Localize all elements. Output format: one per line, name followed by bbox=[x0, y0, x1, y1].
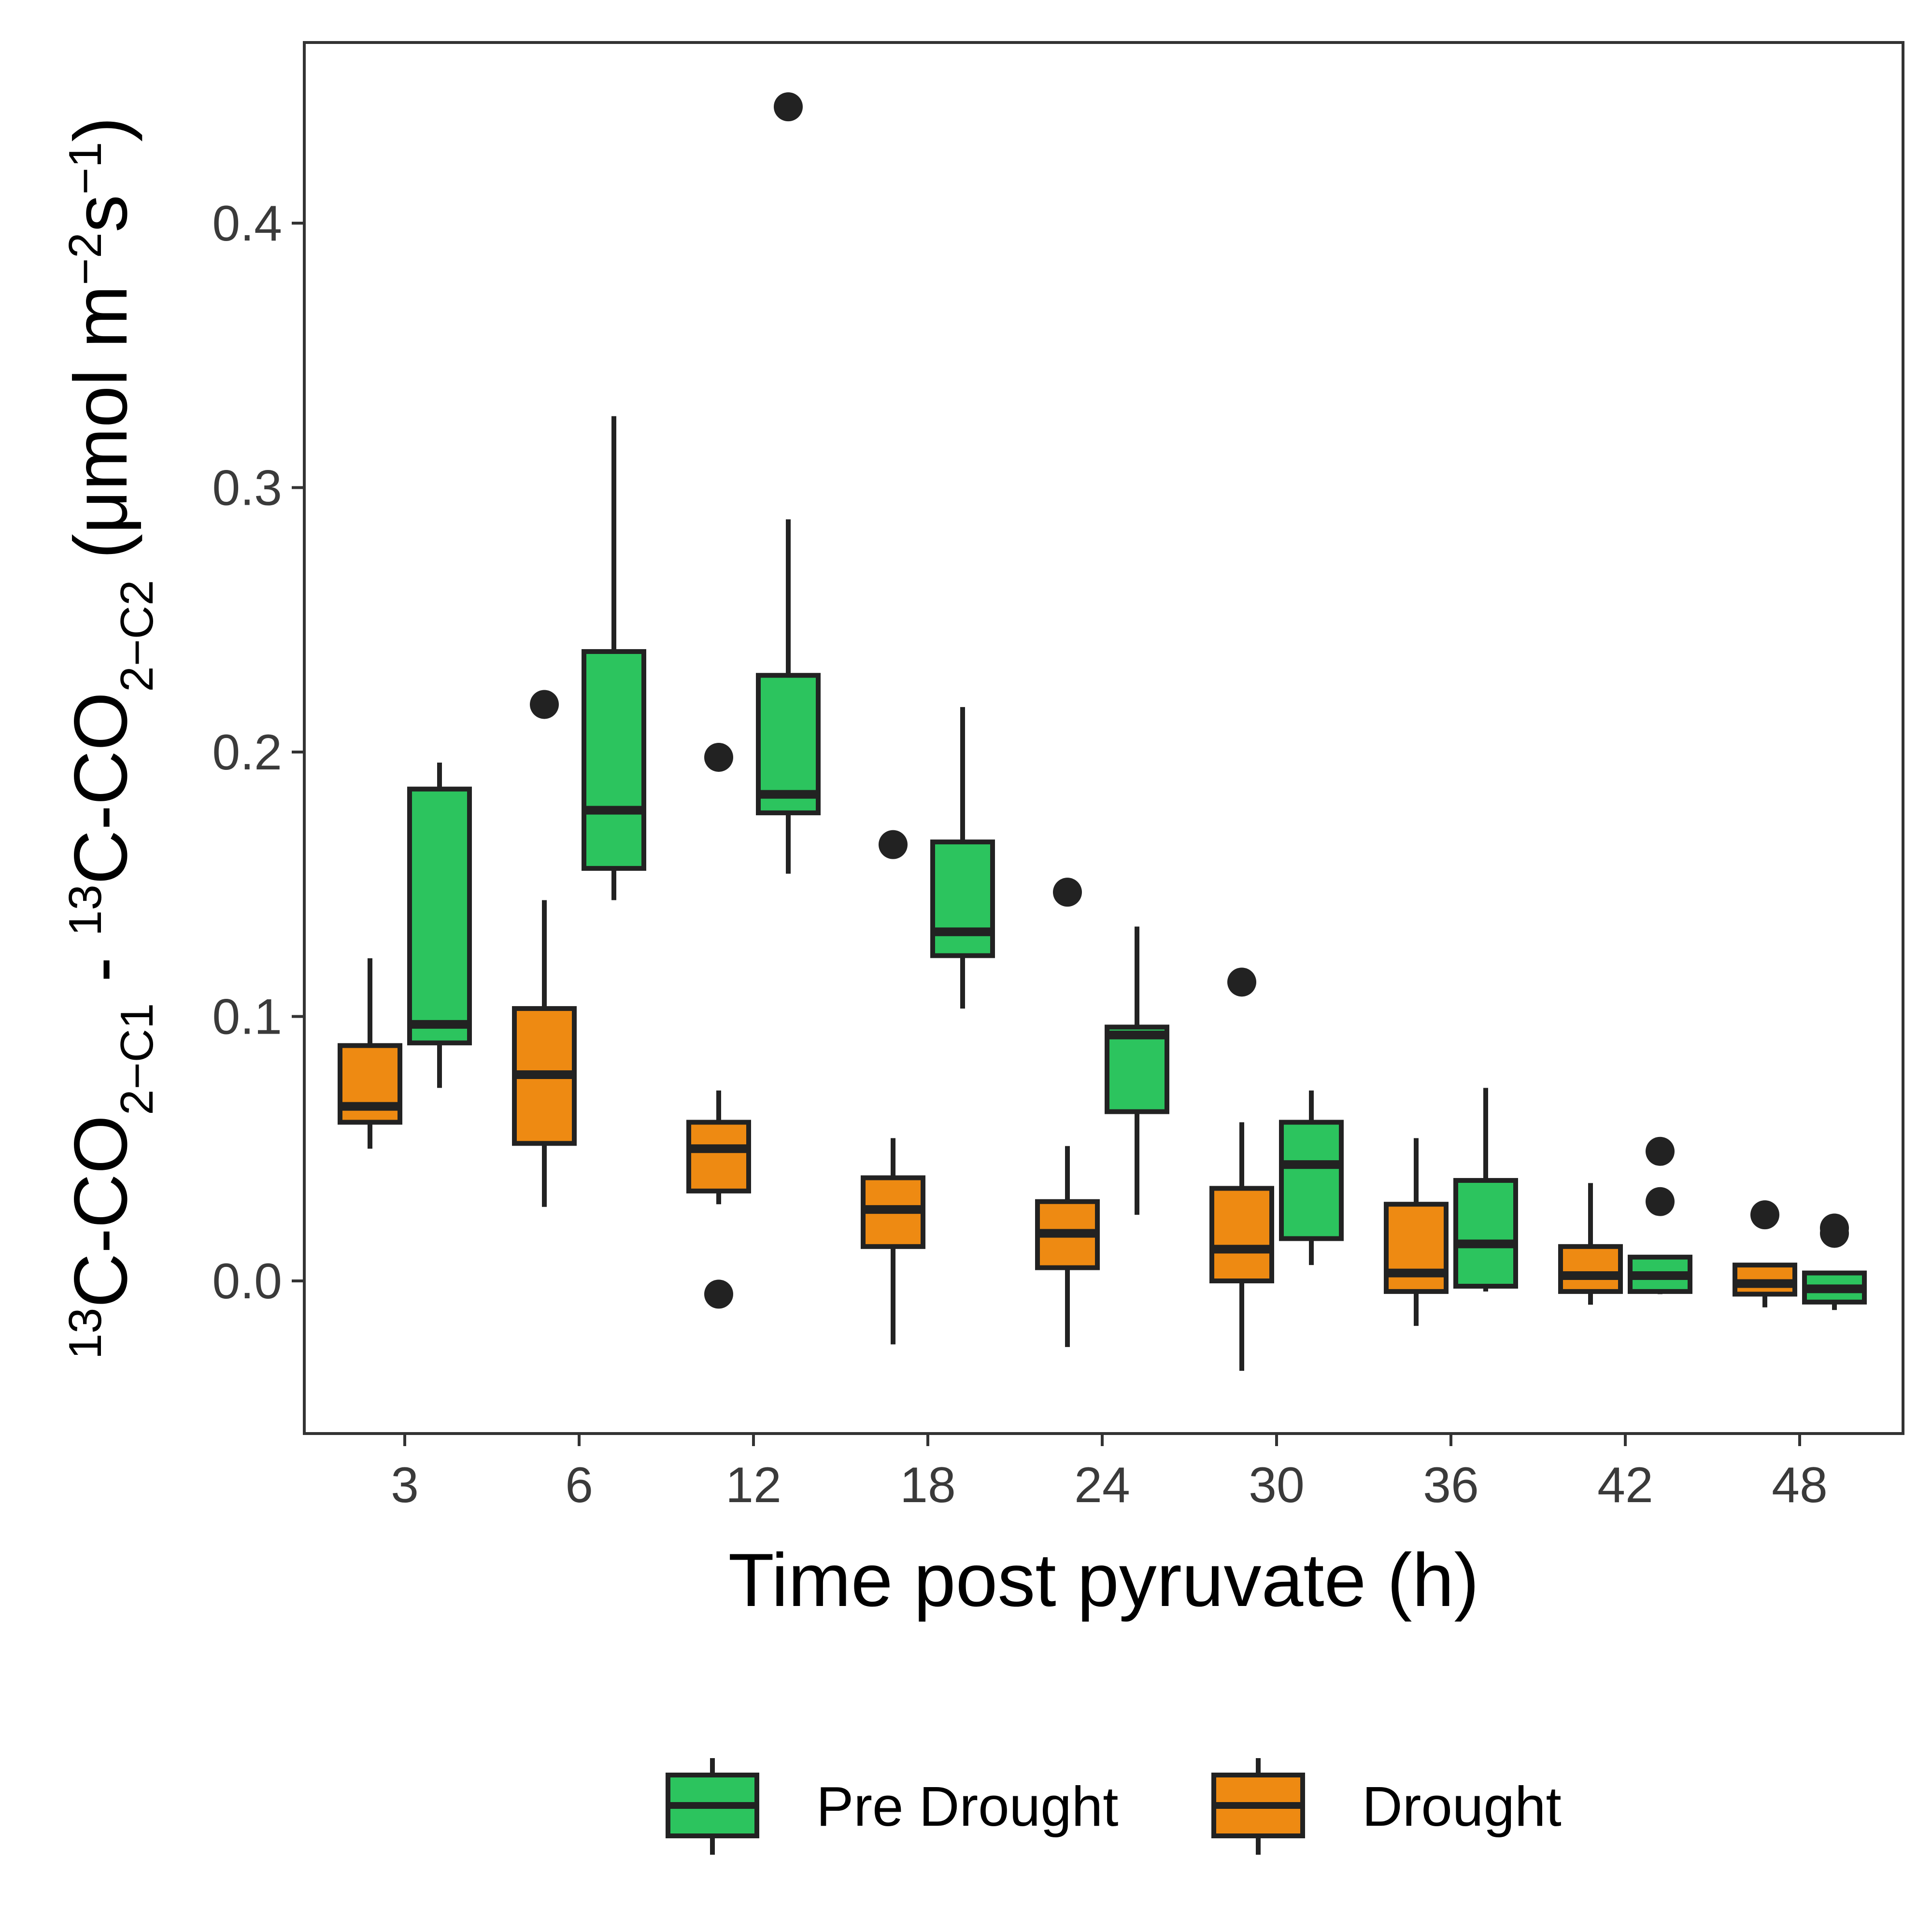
box-pre-drought bbox=[582, 416, 646, 900]
box-iqr bbox=[1453, 1178, 1518, 1289]
x-tick-label: 30 bbox=[1249, 1457, 1305, 1513]
x-axis-title: Time post pyruvate (h) bbox=[728, 1538, 1479, 1622]
y-label-minus: - bbox=[59, 936, 143, 1003]
box-iqr bbox=[338, 1043, 402, 1125]
box-iqr bbox=[686, 1120, 751, 1193]
box-iqr bbox=[1105, 1024, 1169, 1114]
outlier-point bbox=[1646, 1136, 1675, 1166]
box-iqr bbox=[930, 839, 995, 958]
box-iqr bbox=[756, 673, 821, 815]
box-pre-drought bbox=[756, 92, 821, 874]
box-drought bbox=[338, 958, 402, 1149]
box-drought bbox=[1558, 1183, 1623, 1305]
outlier-point bbox=[1053, 878, 1082, 907]
x-tick-label: 24 bbox=[1074, 1457, 1130, 1513]
legend: Pre Drought Drought bbox=[666, 1758, 1562, 1855]
y-label-base-1: C-CO bbox=[59, 1115, 143, 1308]
box-pre-drought bbox=[1802, 1213, 1867, 1310]
outlier-point bbox=[1820, 1219, 1849, 1248]
box-iqr bbox=[582, 649, 646, 871]
box-iqr bbox=[407, 786, 472, 1046]
y-label-unit-open: (μmol m bbox=[59, 285, 143, 580]
x-tick-label: 6 bbox=[565, 1457, 593, 1513]
box-drought bbox=[1035, 878, 1100, 1347]
outlier-point bbox=[704, 1279, 733, 1309]
x-tick-label: 3 bbox=[391, 1457, 419, 1513]
box-pre-drought bbox=[407, 762, 472, 1088]
outlier-point bbox=[774, 92, 803, 122]
y-label-unit-sup-1: −2 bbox=[59, 232, 111, 285]
box-pre-drought bbox=[1628, 1136, 1692, 1294]
box-drought bbox=[686, 742, 751, 1309]
y-label-sub-2: 2−C2 bbox=[111, 580, 163, 692]
plot-panel bbox=[303, 41, 1904, 1435]
x-tick-label: 12 bbox=[725, 1457, 781, 1513]
svg-text:13C-CO2−C1 - 13C-CO2−C2 (μmol: 13C-CO2−C1 - 13C-CO2−C2 (μmol m−2s−1) bbox=[59, 117, 163, 1359]
y-tick-label: 0.3 bbox=[212, 460, 282, 516]
box-drought bbox=[861, 830, 925, 1345]
box-pre-drought bbox=[1453, 1088, 1518, 1292]
box-drought bbox=[1209, 967, 1274, 1371]
box-iqr bbox=[1384, 1202, 1449, 1294]
box-pre-drought bbox=[930, 707, 995, 1009]
box-pre-drought bbox=[1279, 1090, 1344, 1265]
x-tick-label: 42 bbox=[1597, 1457, 1653, 1513]
y-tick-label: 0.0 bbox=[212, 1253, 282, 1309]
box-drought bbox=[1384, 1138, 1449, 1326]
box-pre-drought bbox=[1105, 926, 1169, 1215]
y-label-sub-1: 2−C1 bbox=[111, 1003, 163, 1115]
y-label-unit-close: ) bbox=[59, 117, 143, 142]
y-tick-label: 0.1 bbox=[212, 989, 282, 1045]
y-label-unit-sup-2: −1 bbox=[59, 142, 111, 195]
x-tick-label: 18 bbox=[900, 1457, 956, 1513]
x-tick-label: 36 bbox=[1423, 1457, 1479, 1513]
outlier-point bbox=[1750, 1200, 1779, 1230]
y-label-sup-1: 13 bbox=[59, 1307, 111, 1359]
outlier-point bbox=[1227, 967, 1256, 997]
box-series bbox=[338, 92, 1867, 1371]
legend-item: Pre Drought bbox=[666, 1758, 1118, 1855]
outlier-point bbox=[530, 690, 559, 719]
box-drought bbox=[1733, 1200, 1797, 1307]
x-axis: 3 6 12 18 24 30 36 42 48 bbox=[391, 1434, 1828, 1513]
x-tick-label: 48 bbox=[1772, 1457, 1828, 1513]
legend-label: Drought bbox=[1362, 1775, 1562, 1838]
y-tick-label: 0.2 bbox=[212, 724, 282, 781]
y-label-base-2: C-CO bbox=[59, 692, 143, 885]
y-axis: 0.0 0.1 0.2 0.3 0.4 bbox=[212, 196, 304, 1309]
outlier-point bbox=[1646, 1187, 1675, 1216]
y-tick-label: 0.4 bbox=[212, 196, 282, 252]
box-iqr bbox=[1209, 1186, 1274, 1283]
y-label-sup-2: 13 bbox=[59, 884, 111, 936]
box-iqr bbox=[1279, 1120, 1344, 1241]
outlier-point bbox=[879, 830, 908, 859]
y-label-unit-s: s bbox=[59, 195, 143, 232]
legend-item: Drought bbox=[1211, 1758, 1562, 1855]
box-iqr bbox=[1558, 1244, 1623, 1294]
outlier-point bbox=[704, 742, 733, 772]
y-axis-title: 13C-CO2−C1 - 13C-CO2−C2 (μmol m−2s−1) bbox=[59, 117, 163, 1359]
box-drought bbox=[512, 690, 577, 1207]
legend-label: Pre Drought bbox=[816, 1775, 1118, 1838]
